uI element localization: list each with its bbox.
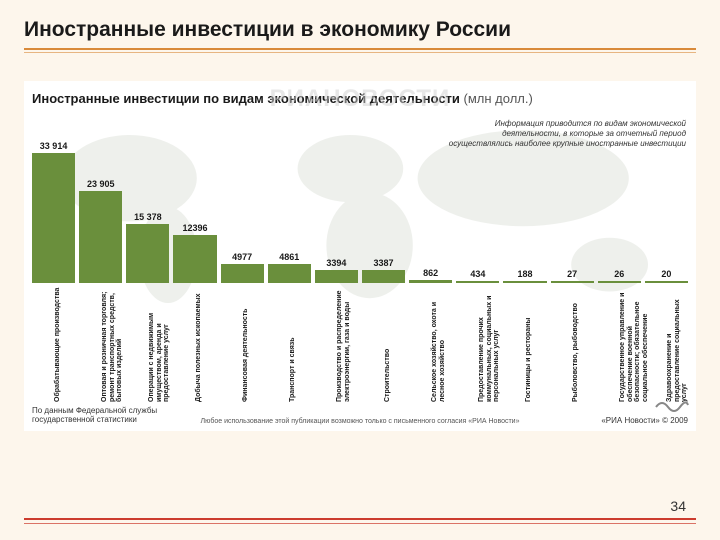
chart-category-cell: Сельское хозяйство, охота и лесное хозяй… [409,285,452,403]
chart-panel: РИАНОВОСТИ Иностранные инвестиции по вид… [24,81,696,431]
bar-value-label: 20 [661,269,671,279]
chart-bar: 4861 [268,252,311,283]
chart-bar: 33 914 [32,141,75,283]
bar-rect [456,281,499,283]
bar-rect [409,280,452,283]
bar-rect [645,281,688,283]
chart-footer-center: Любое использование этой публикации возм… [24,418,696,425]
chart-bar: 20 [645,269,688,283]
chart-bar: 15 378 [126,212,169,283]
chart-footer-right: «РИА Новости» © 2009 [601,416,688,425]
bar-value-label: 862 [423,268,438,278]
chart-category-label: Предоставление прочих коммунальных, соци… [478,287,501,402]
chart-category-cell: Государственное управление и обеспечение… [598,285,641,403]
chart-category-cell: Строительство [362,285,405,403]
bar-rect [315,270,358,283]
bar-rect [173,235,216,283]
chart-category-cell: Оптовая и розничная торговля; ремонт тра… [79,285,122,403]
chart-category-cell: Гостиницы и рестораны [503,285,546,403]
bar-value-label: 26 [614,269,624,279]
title-rule-thin [24,52,696,53]
chart-category-label: Гостиницы и рестораны [525,287,533,402]
bottom-rule-thick [24,518,696,520]
bar-rect [221,264,264,283]
bar-value-label: 3394 [326,258,346,268]
chart-category-label: Оптовая и розничная торговля; ремонт тра… [101,287,124,402]
chart-bars-row: 33 914 23 905 15 378 12396 4977 4861 3394 3387 8… [32,143,688,283]
bar-value-label: 27 [567,269,577,279]
bar-value-label: 23 905 [87,179,115,189]
bar-value-label: 3387 [374,258,394,268]
bar-rect [79,191,122,283]
chart-title-main: Иностранные инвестиции по видам экономич… [32,91,460,106]
slide: Иностранные инвестиции в экономику Росси… [0,0,720,540]
bar-rect [503,281,546,283]
chart-bar: 862 [409,268,452,283]
bar-rect [598,281,641,283]
chart-category-label: Транспорт и связь [289,287,297,402]
chart-category-label: Здравоохранение и предоставление социаль… [666,287,689,402]
footer-source-line1: По данным Федеральной службы [32,406,157,416]
chart-title-unit: (млн долл.) [464,91,533,106]
chart-category-cell: Обрабатывающие производства [32,285,75,403]
chart-bar: 27 [551,269,594,283]
chart-category-label: Обрабатывающие производства [54,287,62,402]
chart-bar: 4977 [221,252,264,283]
chart-bar: 26 [598,269,641,283]
chart-labels-row: Обрабатывающие производства Оптовая и роз… [32,285,688,403]
title-rule-thick [24,48,696,50]
ria-logo-icon [654,397,690,413]
bar-rect [268,264,311,283]
chart-category-label: Производство и распределение электроэнер… [336,287,351,402]
slide-title: Иностранные инвестиции в экономику Росси… [24,18,696,42]
bar-value-label: 434 [470,269,485,279]
chart-category-cell: Предоставление прочих коммунальных, соци… [456,285,499,403]
chart-category-cell: Здравоохранение и предоставление социаль… [645,285,688,403]
chart-category-label: Сельское хозяйство, охота и лесное хозяй… [431,287,446,402]
chart-category-label: Операции с недвижимым имуществом, аренда… [148,287,171,402]
bar-value-label: 4861 [279,252,299,262]
bottom-rule-thin [24,523,696,524]
chart-category-label: Строительство [384,287,392,402]
chart-category-cell: Транспорт и связь [268,285,311,403]
chart-category-cell: Добыча полезных ископаемых [173,285,216,403]
bar-value-label: 33 914 [40,141,68,151]
chart-title: Иностранные инвестиции по видам экономич… [32,91,688,106]
chart-bar: 3387 [362,258,405,283]
chart-bar: 434 [456,269,499,283]
chart-bar: 188 [503,269,546,283]
page-number: 34 [670,498,686,514]
bar-value-label: 4977 [232,252,252,262]
bar-rect [126,224,169,283]
chart-category-cell: Производство и распределение электроэнер… [315,285,358,403]
chart-category-cell: Финансовая деятельность [221,285,264,403]
bar-value-label: 12396 [182,223,207,233]
bar-value-label: 188 [517,269,532,279]
bar-value-label: 15 378 [134,212,162,222]
chart-bar: 3394 [315,258,358,283]
chart-bar: 12396 [173,223,216,283]
chart-category-label: Рыболовство, рыбоводство [572,287,580,402]
chart-category-cell: Операции с недвижимым имуществом, аренда… [126,285,169,403]
chart-bar: 23 905 [79,179,122,283]
bar-rect [32,153,75,283]
chart-category-label: Финансовая деятельность [242,287,250,402]
chart-category-label: Добыча полезных ископаемых [195,287,203,402]
bar-rect [551,281,594,283]
bar-rect [362,270,405,283]
chart-category-cell: Рыболовство, рыбоводство [551,285,594,403]
